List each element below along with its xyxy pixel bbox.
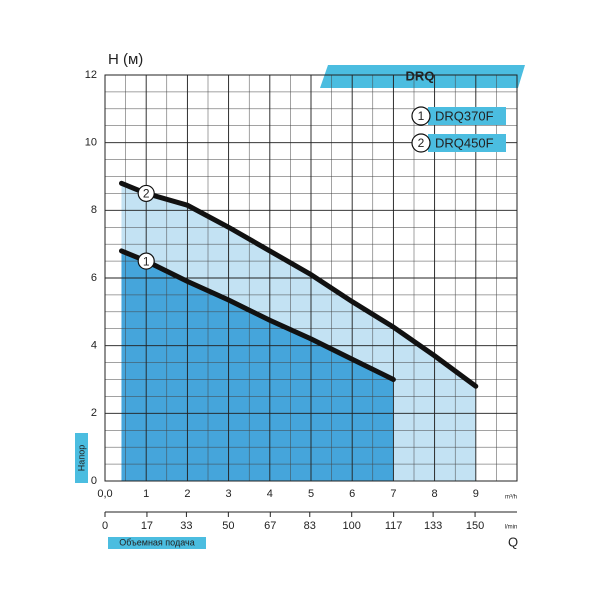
- x-tick-label: 9: [473, 488, 479, 500]
- x2-tick-label: 17: [141, 520, 153, 532]
- x-tick-label: 4: [267, 488, 273, 500]
- y-axis-title: Напор: [76, 445, 86, 471]
- x2-tick-label: 0: [102, 520, 108, 532]
- legend-circle: [411, 106, 431, 126]
- y-label: H (м): [108, 51, 143, 68]
- legend-label: DRQ450F: [435, 135, 494, 150]
- x-tick-label: 8: [432, 488, 438, 500]
- chart-title: DRQ: [406, 68, 435, 83]
- y-tick-label: 12: [85, 69, 97, 81]
- x-tick-label: 2: [184, 488, 190, 500]
- x2-tick-label: 150: [466, 520, 484, 532]
- y-tick-label: 4: [91, 340, 97, 352]
- curve-label: 1: [143, 254, 150, 268]
- curve-label: 2: [143, 187, 150, 201]
- y-tick-label: 6: [91, 272, 97, 284]
- legend-number: 1: [418, 109, 425, 123]
- x-tick-label: 6: [349, 488, 355, 500]
- x2-tick-label: 117: [385, 520, 403, 532]
- shaded-area: [121, 250, 394, 481]
- x-tick-label: 1: [143, 488, 149, 500]
- legend-box: [428, 107, 506, 125]
- legend-label: DRQ370F: [435, 108, 494, 123]
- legend-number: 2: [418, 136, 425, 150]
- y-title-box: [75, 433, 88, 483]
- x2-unit: l/min: [505, 525, 518, 531]
- x-axis-title: Объемная подача: [119, 537, 194, 547]
- x2-tick-label: 50: [222, 520, 234, 532]
- legend-box: [428, 134, 506, 152]
- curve-label-circle: [137, 252, 155, 270]
- curve-label-circle: [137, 184, 155, 203]
- curve: [118, 180, 479, 389]
- x-unit: m³/h: [505, 495, 517, 501]
- title-banner: [320, 65, 525, 88]
- y-tick-label: 10: [85, 137, 97, 149]
- x-tick-label: 5: [308, 488, 314, 500]
- x2-tick-label: 33: [180, 520, 192, 532]
- y-tick-label: 8: [91, 204, 97, 216]
- x-tick-label: 3: [226, 488, 232, 500]
- plot-frame: [104, 74, 518, 482]
- x2-tick-label: 100: [343, 520, 361, 532]
- legend-circle: [411, 133, 431, 153]
- x-tick-label: 0,0: [97, 488, 112, 500]
- x2-tick-label: 83: [304, 520, 316, 532]
- y-tick-label: 2: [91, 407, 97, 419]
- x-symbol: Q: [508, 534, 518, 549]
- x-title-box: [108, 537, 206, 549]
- x2-tick-label: 133: [424, 520, 442, 532]
- x-tick-label: 7: [390, 488, 396, 500]
- x2-tick-label: 67: [264, 520, 276, 532]
- y-tick-label: 0: [91, 475, 97, 487]
